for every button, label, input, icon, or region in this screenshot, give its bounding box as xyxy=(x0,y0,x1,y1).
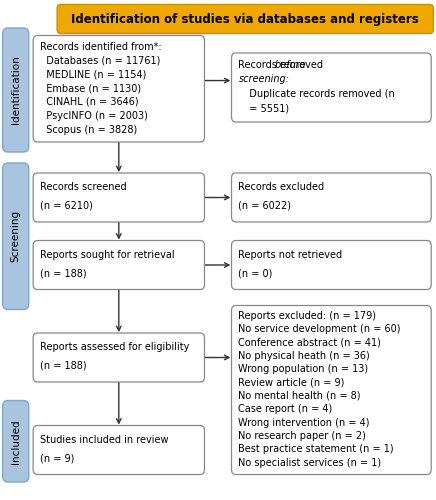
Text: Case report (n = 4): Case report (n = 4) xyxy=(238,404,333,414)
Text: Reports excluded: (n = 179): Reports excluded: (n = 179) xyxy=(238,311,377,321)
Text: Conference abstract (n = 41): Conference abstract (n = 41) xyxy=(238,338,382,348)
Text: Embase (n = 1130): Embase (n = 1130) xyxy=(40,83,141,93)
Text: Records removed: Records removed xyxy=(238,60,327,70)
Text: No specialist services (n = 1): No specialist services (n = 1) xyxy=(238,458,382,468)
Text: Identification: Identification xyxy=(11,56,20,124)
FancyBboxPatch shape xyxy=(33,426,204,474)
Text: Reports assessed for eligibility: Reports assessed for eligibility xyxy=(40,342,190,352)
Text: Wrong population (n = 13): Wrong population (n = 13) xyxy=(238,364,368,374)
Text: Studies included in review: Studies included in review xyxy=(40,434,169,444)
Text: Review article (n = 9): Review article (n = 9) xyxy=(238,378,345,388)
FancyBboxPatch shape xyxy=(232,240,431,290)
FancyBboxPatch shape xyxy=(33,173,204,222)
Text: Duplicate records removed (n: Duplicate records removed (n xyxy=(243,89,395,99)
Text: Records screened: Records screened xyxy=(40,182,127,192)
Text: CINAHL (n = 3646): CINAHL (n = 3646) xyxy=(40,97,139,107)
Text: Reports not retrieved: Reports not retrieved xyxy=(238,250,343,260)
Text: Records excluded: Records excluded xyxy=(238,182,325,192)
FancyBboxPatch shape xyxy=(33,240,204,290)
Text: (n = 9): (n = 9) xyxy=(40,454,75,464)
FancyBboxPatch shape xyxy=(232,306,431,474)
FancyBboxPatch shape xyxy=(232,53,431,122)
FancyBboxPatch shape xyxy=(3,28,29,152)
FancyBboxPatch shape xyxy=(57,4,433,34)
Text: = 5551): = 5551) xyxy=(243,104,289,114)
Text: No physical heath (n = 36): No physical heath (n = 36) xyxy=(238,351,370,361)
Text: Records identified from*:: Records identified from*: xyxy=(40,42,162,51)
Text: Best practice statement (n = 1): Best practice statement (n = 1) xyxy=(238,444,394,454)
Text: Wrong intervention (n = 4): Wrong intervention (n = 4) xyxy=(238,418,370,428)
FancyBboxPatch shape xyxy=(3,163,29,310)
Text: MEDLINE (n = 1154): MEDLINE (n = 1154) xyxy=(40,69,146,79)
Text: PsycINFO (n = 2003): PsycINFO (n = 2003) xyxy=(40,111,148,121)
Text: Reports sought for retrieval: Reports sought for retrieval xyxy=(40,250,175,260)
Text: screening:: screening: xyxy=(238,74,290,85)
Text: No research paper (n = 2): No research paper (n = 2) xyxy=(238,431,366,441)
Text: No mental health (n = 8): No mental health (n = 8) xyxy=(238,391,361,401)
Text: Identification of studies via databases and registers: Identification of studies via databases … xyxy=(72,12,419,26)
Text: before: before xyxy=(275,60,307,70)
Text: (n = 188): (n = 188) xyxy=(40,268,87,278)
Text: Screening: Screening xyxy=(11,210,20,262)
Text: Included: Included xyxy=(11,419,20,464)
Text: No service development (n = 60): No service development (n = 60) xyxy=(238,324,401,334)
Text: Databases (n = 11761): Databases (n = 11761) xyxy=(40,56,160,66)
Text: (n = 6210): (n = 6210) xyxy=(40,201,93,211)
FancyBboxPatch shape xyxy=(33,333,204,382)
FancyBboxPatch shape xyxy=(3,400,29,482)
Text: (n = 188): (n = 188) xyxy=(40,361,87,371)
FancyBboxPatch shape xyxy=(232,173,431,222)
Text: Scopus (n = 3828): Scopus (n = 3828) xyxy=(40,124,137,134)
FancyBboxPatch shape xyxy=(33,36,204,142)
Text: (n = 0): (n = 0) xyxy=(238,268,273,278)
Text: (n = 6022): (n = 6022) xyxy=(238,201,292,211)
